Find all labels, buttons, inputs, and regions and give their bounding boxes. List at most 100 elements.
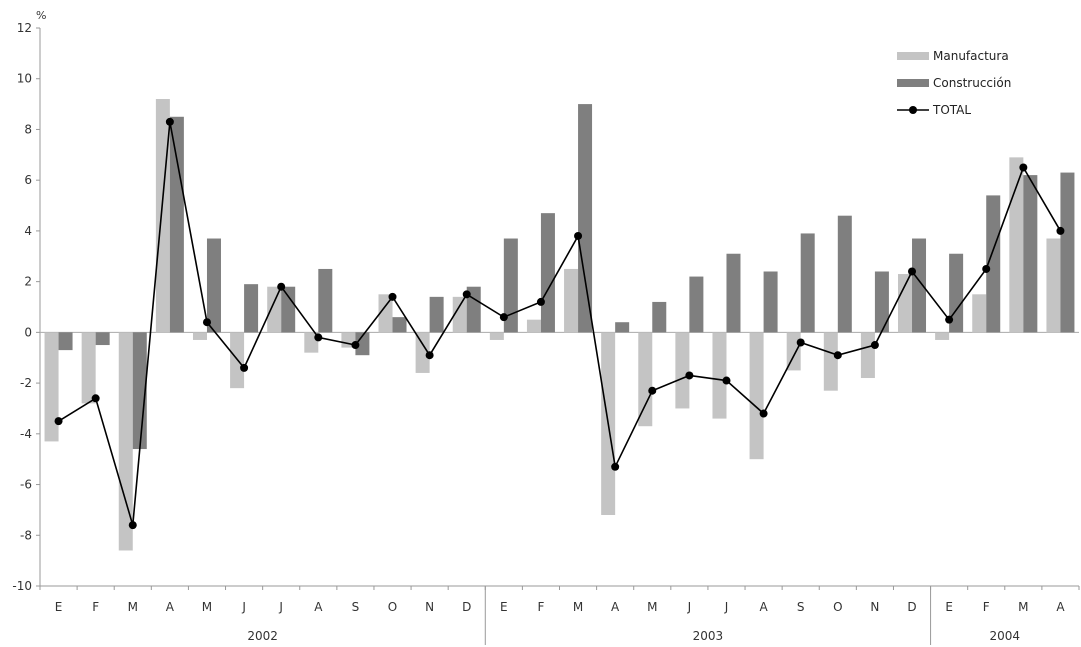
total-point <box>759 409 768 418</box>
bar-construccion <box>986 195 1001 333</box>
total-point <box>54 417 63 426</box>
total-point <box>128 521 137 530</box>
bar-construccion <box>318 268 333 333</box>
year-label: 2003 <box>693 629 724 643</box>
bar-manufactura <box>526 319 541 333</box>
y-tick-label: 10 <box>17 72 32 86</box>
y-tick-label: -4 <box>20 427 32 441</box>
total-point <box>425 351 434 360</box>
bar-construccion <box>169 116 184 333</box>
total-point <box>202 318 211 327</box>
year-label: 2004 <box>990 629 1021 643</box>
total-point <box>982 264 991 273</box>
bar-construccion <box>355 332 370 356</box>
legend-swatch <box>897 52 929 60</box>
total-point <box>648 386 657 395</box>
bar-construccion <box>58 332 73 351</box>
x-tick-label: M <box>647 600 657 614</box>
x-tick-label: E <box>945 600 953 614</box>
x-tick-label: A <box>314 600 323 614</box>
total-point <box>796 338 805 347</box>
bar-manufactura <box>712 332 727 419</box>
x-tick-label: E <box>55 600 63 614</box>
x-tick-label: D <box>907 600 916 614</box>
year-label: 2002 <box>247 629 278 643</box>
legend: Manufactura Construcción TOTAL <box>897 49 1011 117</box>
total-point <box>833 351 842 360</box>
y-tick-label: -2 <box>20 376 32 390</box>
x-tick-label: A <box>759 600 768 614</box>
total-point <box>722 376 731 385</box>
y-tick-label: 0 <box>24 325 32 339</box>
x-tick-label: M <box>202 600 212 614</box>
x-tick-label: S <box>352 600 360 614</box>
y-tick-label: -10 <box>12 579 32 593</box>
legend-marker <box>909 106 917 114</box>
total-point <box>536 297 545 306</box>
bar-construccion <box>912 238 927 333</box>
total-line <box>58 121 1062 526</box>
y-tick-label: -8 <box>20 528 32 542</box>
y-tick-label: 4 <box>24 224 32 238</box>
bar-manufactura <box>935 332 950 340</box>
x-tick-label: O <box>833 600 842 614</box>
bar-manufactura <box>749 332 764 460</box>
bar-construccion <box>726 253 741 333</box>
y-tick-label: 8 <box>24 122 32 136</box>
plot-area: -10 -8 -6 -4 -2 0 2 4 6 8 10 12 E F M A M J J A S O N D E F M A M J J A… <box>12 21 1080 645</box>
x-tick-label: F <box>537 600 544 614</box>
bar-construccion <box>540 213 555 333</box>
bar-manufactura <box>1009 157 1024 333</box>
bar-construccion <box>837 215 852 333</box>
bar-construccion <box>1060 172 1075 333</box>
total-point <box>1019 163 1028 172</box>
total-point <box>91 394 100 403</box>
bar-construccion <box>281 286 296 333</box>
total-point <box>908 267 917 276</box>
bar-manufactura <box>452 296 467 333</box>
x-tick-label: A <box>1056 600 1065 614</box>
total-point <box>165 117 174 126</box>
bar-construccion <box>800 233 815 333</box>
legend-swatch <box>897 79 929 87</box>
y-tick-label: 12 <box>17 21 32 35</box>
x-tick-label: M <box>128 600 138 614</box>
bar-manufactura <box>972 294 987 333</box>
x-tick-label: E <box>500 600 508 614</box>
x-tick-label: A <box>166 600 175 614</box>
y-tick-label: -6 <box>20 478 32 492</box>
bar-manufactura <box>564 268 579 333</box>
bar-construccion <box>244 284 259 333</box>
total-point <box>351 341 360 350</box>
x-tick-label: F <box>983 600 990 614</box>
x-tick-label: N <box>425 600 434 614</box>
x-tick-label: O <box>388 600 397 614</box>
legend-label: Construcción <box>933 76 1011 90</box>
x-tick-label: S <box>797 600 805 614</box>
total-point <box>499 313 508 322</box>
total-point <box>870 341 879 350</box>
x-tick-label: A <box>611 600 620 614</box>
total-point <box>685 371 694 380</box>
x-tick-label: J <box>278 600 283 614</box>
bar-manufactura <box>81 332 96 404</box>
y-unit-label: % <box>36 9 46 22</box>
bar-construccion <box>949 253 964 333</box>
bar-construccion <box>1023 175 1038 333</box>
bar-construccion <box>689 276 704 333</box>
legend-label: Manufactura <box>933 49 1009 63</box>
bar-manufactura <box>823 332 838 391</box>
total-point <box>611 462 620 471</box>
total-point <box>945 315 954 324</box>
x-tick-label: D <box>462 600 471 614</box>
bar-manufactura <box>44 332 59 442</box>
bar-construccion <box>429 296 444 333</box>
total-point <box>388 292 397 301</box>
bar-manufactura <box>267 286 282 333</box>
x-tick-label: F <box>92 600 99 614</box>
x-tick-label: J <box>687 600 692 614</box>
bar-construccion <box>392 317 407 333</box>
bar-construccion <box>503 238 518 333</box>
x-tick-label: M <box>1018 600 1028 614</box>
